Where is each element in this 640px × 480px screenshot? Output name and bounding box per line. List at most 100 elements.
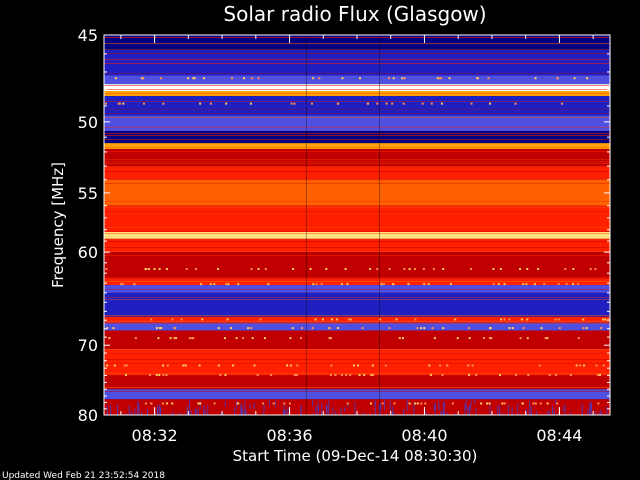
intensity-streak — [372, 413, 374, 415]
burst-mark — [200, 283, 203, 286]
burst-mark — [436, 77, 439, 80]
burst-mark — [361, 327, 364, 330]
intensity-streak — [137, 401, 139, 415]
burst-mark — [395, 318, 398, 321]
frequency-band — [104, 131, 610, 144]
burst-mark — [315, 283, 318, 286]
burst-mark — [358, 77, 361, 80]
burst-mark — [250, 268, 253, 271]
burst-mark — [433, 337, 436, 340]
burst-mark — [122, 102, 125, 105]
intensity-streak — [104, 289, 610, 290]
burst-mark — [401, 337, 404, 340]
intensity-streak — [562, 406, 564, 412]
burst-mark — [385, 102, 388, 105]
burst-mark — [296, 364, 299, 367]
burst-mark — [193, 77, 196, 80]
burst-mark — [166, 364, 169, 367]
frequency-band — [104, 90, 610, 97]
burst-mark — [482, 337, 485, 340]
burst-mark — [521, 402, 524, 405]
intensity-streak — [104, 241, 610, 242]
intensity-streak — [104, 239, 610, 240]
burst-mark — [572, 268, 575, 271]
burst-mark — [540, 327, 543, 330]
burst-mark — [142, 102, 145, 105]
intensity-streak — [434, 403, 436, 415]
burst-mark — [312, 77, 315, 80]
intensity-streak — [240, 404, 242, 415]
burst-mark — [439, 77, 442, 80]
intensity-streak — [104, 299, 610, 300]
burst-mark — [583, 364, 586, 367]
intensity-streak — [548, 411, 550, 415]
intensity-streak — [362, 411, 364, 415]
intensity-streak — [343, 407, 345, 413]
burst-mark — [290, 102, 293, 105]
burst-mark — [556, 402, 559, 405]
burst-mark — [192, 77, 195, 80]
y-tick-label: 50 — [78, 113, 98, 132]
intensity-streak — [384, 400, 386, 411]
intensity-streak — [335, 411, 337, 415]
burst-mark — [586, 77, 589, 80]
burst-mark — [557, 318, 560, 321]
burst-mark — [182, 364, 185, 367]
burst-mark — [538, 364, 541, 367]
burst-mark — [142, 77, 145, 80]
burst-mark — [600, 327, 603, 330]
burst-mark — [259, 318, 262, 321]
burst-mark — [499, 268, 502, 271]
burst-mark — [533, 283, 536, 286]
burst-mark — [577, 283, 580, 286]
burst-mark — [328, 337, 331, 340]
burst-mark — [369, 402, 372, 405]
intensity-streak — [275, 400, 277, 408]
burst-mark — [537, 268, 540, 271]
intensity-streak — [551, 407, 553, 413]
intensity-streak — [392, 406, 394, 415]
burst-mark — [232, 364, 235, 367]
burst-mark — [387, 77, 390, 80]
intensity-streak — [606, 405, 608, 415]
burst-mark — [594, 268, 597, 271]
burst-mark — [398, 337, 401, 340]
intensity-streak — [287, 407, 289, 414]
burst-mark — [448, 77, 451, 80]
intensity-streak — [104, 127, 610, 128]
burst-mark — [123, 364, 126, 367]
burst-mark — [520, 318, 523, 321]
intensity-streak — [104, 183, 610, 184]
burst-mark — [420, 402, 423, 405]
burst-mark — [554, 318, 557, 321]
frequency-band — [104, 330, 610, 350]
intensity-streak — [326, 404, 328, 415]
y-tick-label: 55 — [78, 184, 98, 203]
burst-mark — [203, 77, 206, 80]
intensity-streak — [454, 412, 456, 415]
burst-mark — [416, 327, 419, 330]
burst-mark — [451, 402, 454, 405]
burst-mark — [318, 77, 321, 80]
frequency-band — [104, 316, 610, 323]
intensity-streak — [517, 402, 519, 415]
burst-mark — [532, 402, 535, 405]
burst-mark — [407, 283, 410, 286]
burst-mark — [105, 268, 108, 271]
burst-mark — [414, 318, 417, 321]
intensity-streak — [598, 411, 600, 415]
burst-mark — [106, 364, 109, 367]
intensity-streak — [389, 401, 391, 415]
intensity-streak — [440, 411, 442, 415]
x-tick-label: 08:40 — [401, 426, 447, 445]
intensity-streak — [104, 201, 610, 202]
burst-mark — [522, 327, 525, 330]
burst-mark — [432, 268, 435, 271]
intensity-streak — [172, 411, 174, 415]
intensity-streak — [433, 403, 435, 411]
y-tick-label: 60 — [78, 243, 98, 262]
burst-mark — [480, 402, 483, 405]
burst-mark — [328, 327, 331, 330]
burst-mark — [446, 364, 449, 367]
burst-mark — [349, 318, 352, 321]
